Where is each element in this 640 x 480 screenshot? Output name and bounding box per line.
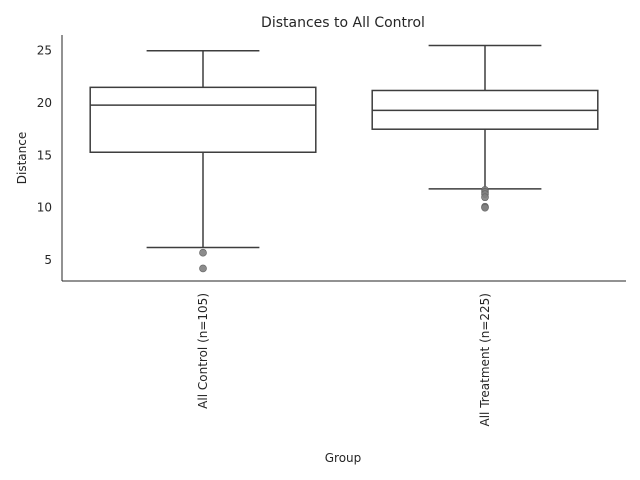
outlier-point [481,203,489,212]
outlier-point [199,248,207,257]
x-tick-label: All Control (n=105) [196,293,210,409]
iqr-box [89,86,317,153]
chart-title: Distances to All Control [261,15,425,31]
x-axis-label: Group [325,451,362,465]
box-group [371,44,599,212]
axes: 5 10 15 20 25 All Control (n=105) All Treatmen… [37,35,626,427]
y-tick-label: 20 [37,96,52,110]
y-tick-label: 15 [37,148,52,162]
y-tick-label: 10 [37,201,52,215]
y-tick-label: 25 [37,44,52,58]
y-tick-label: 5 [44,253,52,267]
outlier-point [481,193,489,202]
outlier-point [199,264,207,273]
boxes [89,44,599,273]
x-tick-label: All Treatment (n=225) [478,293,492,427]
box-group [89,49,317,273]
y-axis-label: Distance [15,132,29,184]
